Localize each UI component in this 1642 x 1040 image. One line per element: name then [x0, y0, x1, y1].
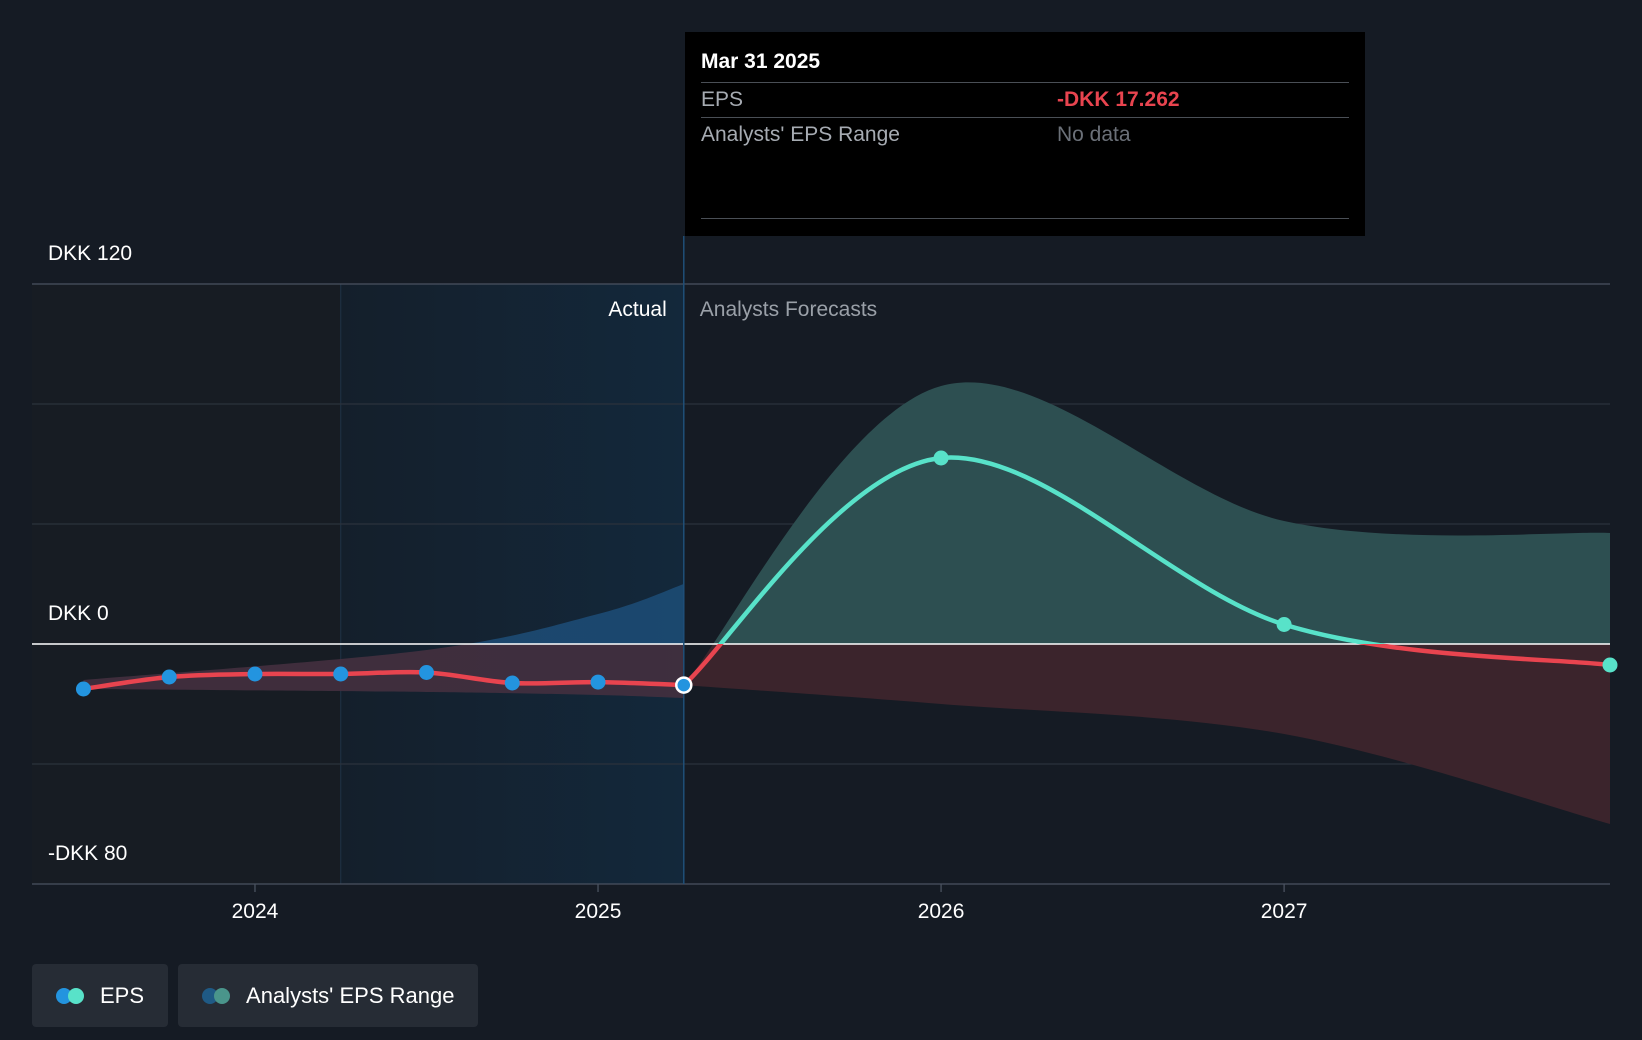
x-tick-label: 2026 [918, 900, 965, 923]
x-tick-label: 2027 [1261, 900, 1308, 923]
eps-actual-point [247, 666, 263, 682]
eps-actual-point [590, 674, 606, 690]
tooltip-range-label: Analysts' EPS Range [701, 123, 900, 146]
legend-range-button[interactable]: Analysts' EPS Range [178, 964, 479, 1027]
eps-forecast-point [1602, 657, 1618, 673]
legend: EPS Analysts' EPS Range [32, 964, 479, 1027]
actual-range-band-positive [467, 584, 684, 644]
eps-actual-point [419, 665, 434, 680]
x-tick-label: 2025 [575, 900, 622, 923]
x-tick-label: 2024 [232, 900, 279, 923]
y-tick-label: -DKK 80 [48, 842, 127, 865]
tooltip-range-value: No data [1057, 123, 1131, 146]
eps-forecast-point [933, 450, 949, 466]
forecast-range-band-positive [713, 382, 1610, 644]
range-legend-icon [202, 987, 232, 1005]
y-tick-label: DKK 120 [48, 242, 132, 265]
legend-eps-label: EPS [100, 982, 145, 1008]
tooltip-date: Mar 31 2025 [701, 46, 1349, 83]
tooltip-divider [701, 218, 1349, 219]
tooltip: Mar 31 2025 EPS -DKK 17.262 Analysts' EP… [685, 32, 1365, 236]
tooltip-eps-label: EPS [701, 88, 744, 111]
tooltip-range-row: Analysts' EPS Range No data [701, 118, 1349, 152]
eps-actual-point-selected [675, 676, 693, 694]
eps-actual-point [75, 681, 91, 697]
eps-forecast-line-negative [682, 644, 1611, 687]
legend-range-label: Analysts' EPS Range [246, 982, 455, 1008]
y-tick-label: DKK 0 [48, 602, 109, 625]
eps-legend-icon [56, 987, 86, 1005]
actual-period-highlight [340, 284, 684, 884]
pre-period-background [32, 284, 341, 884]
actual-label: Actual [608, 298, 666, 321]
tooltip-eps-value: -DKK 17.262 [1057, 88, 1180, 111]
eps-forecast-point [1276, 617, 1292, 632]
forecast-range-band-negative [683, 644, 1610, 824]
forecast-label: Analysts Forecasts [700, 298, 877, 321]
legend-eps-button[interactable]: EPS [32, 964, 169, 1027]
eps-actual-point [161, 669, 177, 685]
eps-actual-line [81, 669, 687, 692]
eps-actual-point [504, 675, 520, 691]
eps-forecast-line-positive [717, 455, 1388, 644]
tooltip-eps-row: EPS -DKK 17.262 [701, 83, 1349, 118]
eps-actual-point [333, 666, 349, 682]
